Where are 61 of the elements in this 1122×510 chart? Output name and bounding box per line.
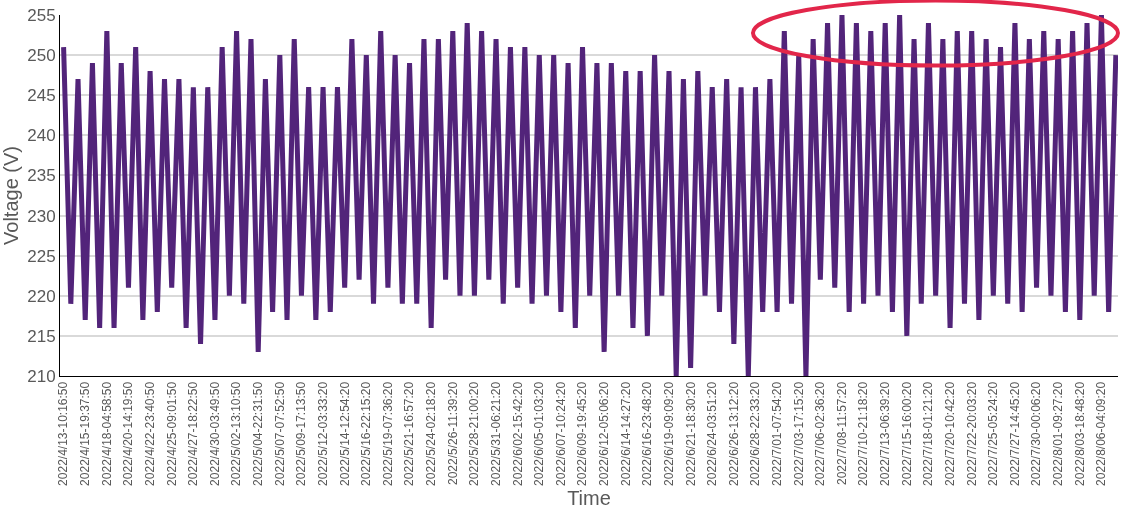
x-tick-label: 2022/5/09-17:13:50 [294,381,309,486]
x-tick-label: 2022/4/18-04:58:50 [99,381,114,486]
x-tick-label: 2022/4/15-19:37:50 [78,381,93,486]
x-tick-label: 2022/8/06-04:09:20 [1094,381,1109,486]
x-tick-label: 2022/5/16-22:15:20 [359,381,374,486]
x-tick-label: 2022/7/08-11:57:20 [834,381,849,485]
x-tick-label: 2022/5/31-06:21:20 [488,381,503,486]
x-tick-label: 2022/6/14-14:27:20 [618,381,633,486]
y-tick-label: 245 [27,86,56,106]
x-tick-label: 2022/7/13-06:39:20 [878,381,893,486]
x-tick-label: 2022/4/25-09:01:50 [164,381,179,486]
x-tick-label: 2022/4/20-14:19:50 [121,381,136,486]
y-tick-label: 210 [27,366,56,386]
x-tick-label: 2022/7/25-05:24:20 [986,381,1001,486]
x-tick-label: 2022/5/21-16:57:20 [402,381,417,486]
x-tick-label: 2022/6/24-03:51:20 [705,381,720,486]
x-tick-label: 2022/6/12-05:06:20 [597,381,612,486]
y-tick-label: 215 [27,326,56,346]
x-tick-label: 2022/5/02-13:10:50 [229,381,244,486]
x-tick-label: 2022/4/30-03:49:50 [207,381,222,486]
y-tick-label: 255 [27,5,56,25]
x-tick-label: 2022/8/03-18:48:20 [1072,381,1087,486]
y-tick-label: 225 [27,246,56,266]
y-tick-label: 235 [27,166,56,186]
x-tick-label: 2022/7/15-16:00:20 [899,381,914,486]
x-tick-label: 2022/6/02-15:42:20 [510,381,525,486]
x-tick-label: 2022/5/28-21:00:20 [467,381,482,486]
x-tick-label: 2022/5/04-22:31:50 [251,381,266,486]
x-tick-label: 2022/6/09-19:45:20 [575,381,590,486]
x-tick-label: 2022/6/07-10:24:20 [553,381,568,486]
x-tick-label: 2022/5/14-12:54:20 [337,381,352,486]
x-tick-label: 2022/5/24-02:18:20 [424,381,439,486]
x-tick-label: 2022/4/13-10:16:50 [56,381,71,486]
y-tick-label: 220 [27,286,56,306]
x-tick-label: 2022/7/10-21:18:20 [856,381,871,486]
y-tick-label: 230 [27,206,56,226]
x-tick-label: 2022/7/22-20:03:20 [964,381,979,486]
x-tick-label: 2022/6/05-01:03:20 [532,381,547,486]
x-tick-label: 2022/5/07-07:52:50 [272,381,287,486]
x-tick-label: 2022/7/03-17:15:20 [791,381,806,486]
x-tick-label: 2022/5/19-07:36:20 [380,381,395,486]
x-tick-label: 2022/6/28-22:33:20 [748,381,763,486]
y-tick-label: 250 [27,46,56,66]
x-tick-label: 2022/8/01-09:27:20 [1051,381,1066,486]
x-tick-label: 2022/5/12-03:33:20 [315,381,330,486]
x-tick-label: 2022/6/26-13:12:20 [726,381,741,486]
x-tick-label: 2022/4/22-23:40:50 [142,381,157,486]
x-axis-title: Time [567,487,611,510]
y-tick-label: 240 [27,126,56,146]
y-axis-title: Voltage (V) [0,146,22,245]
x-tick-label: 2022/7/30-00:06:20 [1029,381,1044,486]
x-tick-label: 2022/6/21-18:30:20 [683,381,698,486]
x-tick-label: 2022/6/19-09:09:20 [661,381,676,486]
x-tick-label: 2022/7/06-02:36:20 [813,381,828,486]
x-tick-label: 2022/7/18-01:21:20 [921,381,936,486]
x-tick-label: 2022/4/27-18:22:50 [186,381,201,486]
x-tick-label: 2022/7/27-14:45:20 [1007,381,1022,486]
x-tick-label: 2022/6/16-23:48:20 [640,381,655,486]
x-tick-label: 2022/5/26-11:39:20 [445,381,460,485]
x-tick-label: 2022/7/20-10:42:20 [942,381,957,486]
x-tick-label: 2022/7/01-07:54:20 [770,381,784,486]
